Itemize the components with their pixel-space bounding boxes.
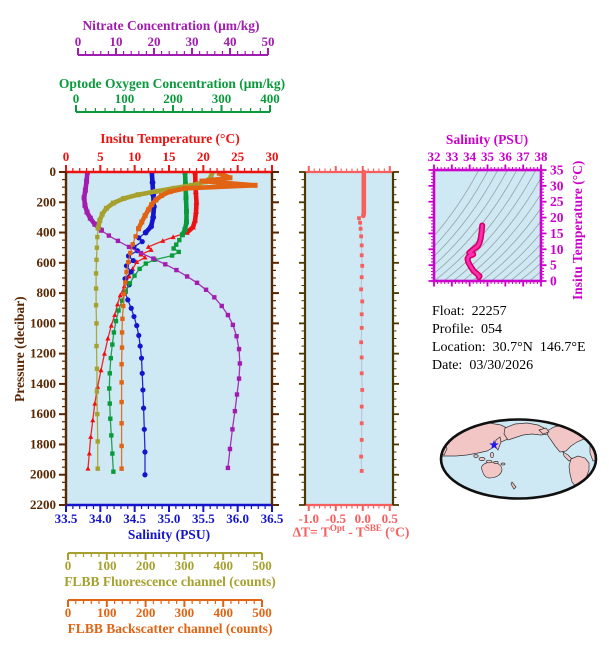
svg-text:34.0: 34.0 bbox=[89, 511, 112, 526]
oxygen-axis-title: Optode Oxygen Concentration (μm/kg) bbox=[58, 76, 286, 91]
svg-text:800: 800 bbox=[37, 285, 57, 300]
svg-text:400: 400 bbox=[260, 91, 280, 106]
profile-backscatter-curve bbox=[119, 172, 258, 471]
svg-text:35: 35 bbox=[481, 149, 495, 164]
profile-temperature-curve bbox=[85, 172, 200, 471]
world-map bbox=[439, 418, 598, 500]
ts-salinity-title: Salinity (PSU) bbox=[445, 132, 529, 147]
svg-text:-0.5: -0.5 bbox=[325, 511, 346, 526]
backscatter-axis-title: FLBB Backscatter channel (counts) bbox=[67, 621, 273, 636]
svg-text:36: 36 bbox=[499, 149, 513, 164]
svg-text:400: 400 bbox=[213, 558, 233, 573]
profile-nitrate-curve bbox=[81, 172, 243, 471]
svg-text:1600: 1600 bbox=[30, 406, 56, 421]
svg-text:1400: 1400 bbox=[30, 376, 56, 391]
svg-text:15: 15 bbox=[163, 149, 177, 164]
svg-text:1000: 1000 bbox=[30, 315, 56, 330]
backscatter-scale-bar: 0 100 200 300 400 500 bbox=[65, 599, 272, 620]
svg-text:35.0: 35.0 bbox=[158, 511, 181, 526]
profile-curves bbox=[81, 172, 258, 478]
svg-text:300: 300 bbox=[212, 91, 232, 106]
svg-text:500: 500 bbox=[252, 558, 272, 573]
svg-text:0: 0 bbox=[65, 558, 72, 573]
svg-text:50: 50 bbox=[262, 34, 275, 49]
svg-text:25: 25 bbox=[231, 149, 245, 164]
svg-text:600: 600 bbox=[37, 255, 57, 270]
svg-text:-1.0: -1.0 bbox=[298, 511, 319, 526]
svg-text:200: 200 bbox=[37, 194, 57, 209]
svg-text:40: 40 bbox=[224, 34, 237, 49]
svg-text:10: 10 bbox=[110, 34, 123, 49]
svg-text:0: 0 bbox=[50, 164, 57, 179]
svg-text:36.5: 36.5 bbox=[261, 511, 284, 526]
svg-text:0: 0 bbox=[75, 34, 82, 49]
salinity-axis-title: Salinity (PSU) bbox=[127, 527, 211, 542]
svg-text:100: 100 bbox=[97, 558, 117, 573]
svg-text:100: 100 bbox=[97, 605, 117, 620]
main-pressure-plot: 0 5 10 15 20 25 30 33.5 34.0 34.5 35.0 35.5 36.0 36.5… bbox=[30, 149, 284, 526]
svg-text:30: 30 bbox=[550, 178, 564, 193]
fluorescence-scale-bar: 0 100 200 300 400 500 bbox=[65, 552, 272, 573]
svg-text:34: 34 bbox=[463, 149, 477, 164]
svg-text:200: 200 bbox=[163, 91, 183, 106]
svg-text:0.0: 0.0 bbox=[355, 511, 371, 526]
svg-text:35: 35 bbox=[550, 163, 564, 178]
svg-text:0: 0 bbox=[65, 605, 72, 620]
ts-temperature-title: Insitu Temperature (°C) bbox=[570, 160, 585, 300]
svg-text:0.5: 0.5 bbox=[382, 511, 399, 526]
svg-text:38: 38 bbox=[535, 149, 549, 164]
svg-text:300: 300 bbox=[175, 558, 195, 573]
svg-text:400: 400 bbox=[37, 225, 57, 240]
svg-text:33: 33 bbox=[445, 149, 459, 164]
date-line: Date: 03/30/2026 bbox=[432, 358, 534, 373]
svg-text:30: 30 bbox=[186, 34, 199, 49]
svg-text:0: 0 bbox=[550, 274, 557, 289]
svg-text:30: 30 bbox=[266, 149, 279, 164]
svg-text:32: 32 bbox=[428, 149, 441, 164]
svg-text:25: 25 bbox=[550, 194, 564, 209]
svg-text:200: 200 bbox=[136, 558, 156, 573]
svg-text:2000: 2000 bbox=[30, 467, 56, 482]
svg-text:300: 300 bbox=[175, 605, 195, 620]
svg-text:0: 0 bbox=[73, 91, 80, 106]
float-id-line: Float: 22257 bbox=[432, 304, 507, 319]
svg-text:2200: 2200 bbox=[30, 497, 56, 512]
nitrate-axis-title: Nitrate Concentration (μm/kg) bbox=[82, 18, 260, 33]
profile-line: Profile: 054 bbox=[432, 322, 502, 337]
svg-text:10: 10 bbox=[128, 149, 141, 164]
svg-text:500: 500 bbox=[252, 605, 272, 620]
float-position-star bbox=[489, 440, 499, 449]
svg-text:0: 0 bbox=[63, 149, 70, 164]
svg-text:20: 20 bbox=[148, 34, 161, 49]
delta-t-panel: -1.0 -0.5 0.0 0.5 bbox=[298, 166, 399, 526]
oxygen-scale-bar: 0 100 200 300 400 bbox=[73, 91, 280, 113]
fluorescence-axis-title: FLBB Fluorescence channel (counts) bbox=[64, 574, 276, 589]
svg-text:37: 37 bbox=[517, 149, 531, 164]
svg-text:5: 5 bbox=[97, 149, 104, 164]
svg-text:200: 200 bbox=[136, 605, 156, 620]
location-line: Location: 30.7°N 146.7°E bbox=[432, 340, 586, 355]
svg-text:36.0: 36.0 bbox=[226, 511, 249, 526]
nitrate-scale-bar: 0 10 20 30 40 50 bbox=[75, 34, 275, 56]
svg-text:1800: 1800 bbox=[30, 436, 56, 451]
svg-text:35.5: 35.5 bbox=[192, 511, 215, 526]
svg-text:33.5: 33.5 bbox=[55, 511, 78, 526]
svg-text:20: 20 bbox=[550, 210, 564, 225]
svg-text:20: 20 bbox=[197, 149, 210, 164]
svg-text:100: 100 bbox=[115, 91, 135, 106]
svg-text:34.5: 34.5 bbox=[123, 511, 146, 526]
svg-text:15: 15 bbox=[550, 226, 564, 241]
svg-text:400: 400 bbox=[213, 605, 233, 620]
svg-text:1200: 1200 bbox=[30, 346, 56, 361]
pressure-axis-title: Pressure (decibar) bbox=[12, 296, 27, 402]
delta-t-axis-title: ΔT= TOpt - TSBE (°C) bbox=[292, 523, 410, 540]
svg-text:10: 10 bbox=[550, 242, 564, 257]
temperature-axis-title: Insitu Temperature (°C) bbox=[100, 131, 240, 146]
svg-text:5: 5 bbox=[550, 258, 557, 273]
